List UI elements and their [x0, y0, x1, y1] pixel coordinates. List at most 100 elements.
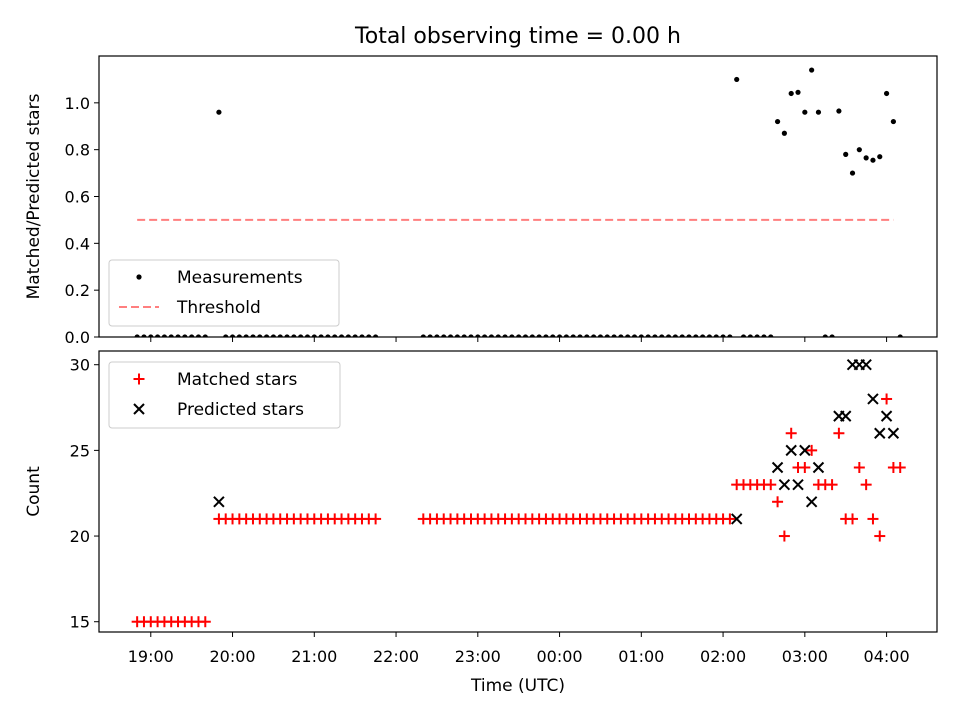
measurement-point [434, 334, 440, 337]
measurement-point [134, 334, 140, 337]
measurement-point [243, 334, 249, 337]
y-tick-label: 25 [70, 441, 90, 460]
legend-label: Matched stars [177, 370, 297, 390]
legend-box [108, 259, 340, 327]
y-axis-label: Matched/Predicted stars [24, 93, 44, 299]
measurement-point [536, 334, 542, 337]
measurement-point [781, 130, 787, 136]
measurement-point [720, 334, 726, 337]
legend-box [108, 361, 341, 429]
legend-predicted-handle [133, 403, 145, 415]
marker-d2 [805, 496, 818, 508]
measurement-point [625, 334, 631, 337]
measurement-point [468, 334, 474, 337]
measurement-point [584, 334, 590, 337]
axes-frame [98, 55, 938, 338]
legend-measurement-handle [136, 274, 142, 280]
measurement-point [250, 334, 256, 337]
plot-area [131, 359, 906, 628]
measurement-point [345, 334, 351, 337]
measurement-point [727, 334, 733, 337]
measurement-point [645, 334, 651, 337]
y-tick-label: 30 [70, 356, 90, 375]
matched-star-marker [867, 513, 879, 525]
predicted-star-marker [887, 427, 900, 439]
measurement-point [229, 334, 236, 337]
measurement-point [488, 334, 495, 337]
measurement-point [890, 118, 896, 125]
legend-label: Predicted stars [177, 400, 304, 420]
measurement-point [325, 334, 331, 337]
measurement-point [815, 109, 822, 115]
measurement-point [652, 334, 658, 337]
measurement-point [270, 334, 277, 337]
x-tick-label: 23:00 [455, 647, 501, 666]
measurement-point [550, 334, 556, 337]
measurement-point [659, 334, 665, 337]
x-tick-label: 02:00 [700, 647, 746, 666]
measurement-point [713, 334, 719, 337]
measurement-point [529, 334, 535, 337]
measurement-point [359, 334, 365, 337]
measurement-point [202, 334, 208, 337]
predicted-star-marker [880, 410, 893, 422]
predicted-star-marker [867, 393, 879, 405]
x-tick-label: 21:00 [291, 647, 337, 666]
measurement-point [870, 157, 876, 163]
measurement-point [236, 334, 242, 337]
legend: Matched stars Predicted stars [108, 361, 341, 429]
measurement-point [420, 334, 426, 337]
measurement-point [672, 334, 678, 337]
axes-frame [98, 350, 938, 633]
marker-d2 [771, 461, 784, 474]
marker-d2 [887, 427, 900, 439]
predicted-star-marker [812, 461, 825, 474]
legend: Measurements Threshold [108, 259, 340, 327]
measurement-point [154, 334, 161, 337]
measurement-point [795, 89, 801, 95]
predicted-star-marker [771, 461, 784, 474]
matched-star-marker [826, 479, 838, 491]
measurement-point [829, 334, 835, 337]
predicted-star-marker [860, 359, 872, 371]
marker-d2 [860, 359, 872, 371]
measurement-point [638, 334, 644, 337]
x-tick-label: 03:00 [782, 647, 828, 666]
measurement-point [788, 90, 794, 97]
predicted-star-marker [792, 478, 804, 491]
marker-d2 [880, 410, 893, 422]
predicted-star-marker [839, 410, 852, 422]
y-tick-label: 0.2 [65, 281, 90, 300]
marker-d2 [812, 461, 825, 474]
measurement-point [877, 154, 883, 160]
measurement-point [734, 76, 740, 83]
predicted-star-marker [799, 444, 811, 457]
bottom-panel: 15 20 25 30 19:00 20:00 21:00 22:00 23:00 00:00 01… [24, 350, 938, 696]
marker-d2 [785, 444, 797, 457]
measurement-point [168, 334, 174, 337]
measurement-point [740, 334, 747, 337]
matched-star-marker [894, 462, 906, 474]
measurement-point [631, 334, 638, 337]
measurement-point [577, 334, 583, 337]
matched-star-marker [853, 462, 865, 474]
x-tick-label: 04:00 [864, 647, 910, 666]
measurement-point [141, 334, 147, 337]
marker-d2 [213, 496, 225, 508]
measurement-point [216, 109, 222, 115]
predicted-star-marker [785, 444, 797, 457]
matched-star-marker [370, 513, 382, 525]
measurement-point [475, 334, 481, 337]
measurement-point [761, 334, 767, 337]
matched-star-marker [847, 513, 859, 525]
measurement-point [461, 334, 467, 337]
y-tick-label: 20 [70, 527, 90, 546]
matched-star-marker [833, 427, 845, 439]
marker-d2 [792, 478, 804, 491]
legend-matched-handle [133, 373, 145, 385]
marker-d2 [867, 393, 879, 405]
y-tick-label: 0.4 [65, 234, 90, 253]
matched-star-marker [806, 444, 818, 456]
measurement-point [148, 334, 154, 337]
measurement-point [516, 334, 522, 337]
